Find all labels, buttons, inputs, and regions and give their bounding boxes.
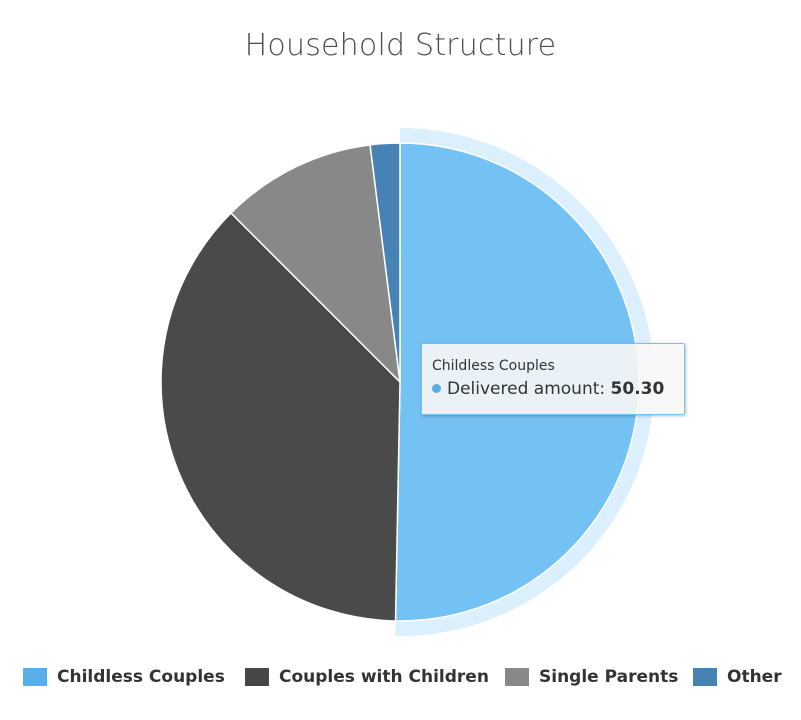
tooltip-category: Childless Couples — [432, 358, 555, 374]
legend-item-other[interactable]: Other — [693, 664, 782, 690]
pie-slice-single-parents[interactable] — [230, 144, 401, 383]
legend-swatch — [245, 668, 269, 686]
pie-slice-couples-with-children[interactable] — [160, 212, 401, 622]
legend-label: Childless Couples — [57, 667, 225, 687]
legend-label: Other — [727, 667, 782, 687]
legend-item-childless-couples[interactable]: Childless Couples — [23, 664, 225, 690]
legend-label: Couples with Children — [279, 667, 489, 687]
legend-item-single-parents[interactable]: Single Parents — [505, 664, 678, 690]
tooltip-series-label: Delivered amount — [447, 379, 600, 399]
legend-swatch — [23, 668, 47, 686]
pie-chart — [160, 127, 655, 636]
tooltip: Childless Couples Delivered amount: 50.3… — [421, 343, 685, 415]
tooltip-series-dot-icon — [432, 384, 441, 393]
tooltip-value-line: Delivered amount: 50.30 — [432, 379, 674, 399]
legend-item-couples-with-children[interactable]: Couples with Children — [245, 664, 489, 690]
pie-slice-other[interactable] — [369, 142, 401, 383]
legend-swatch — [505, 668, 529, 686]
legend: Childless Couples Couples with Children Si… — [0, 664, 801, 690]
legend-swatch — [693, 668, 717, 686]
chart-title: Household Structure — [244, 28, 557, 63]
tooltip-value: 50.30 — [610, 379, 665, 399]
legend-label: Single Parents — [539, 667, 679, 687]
